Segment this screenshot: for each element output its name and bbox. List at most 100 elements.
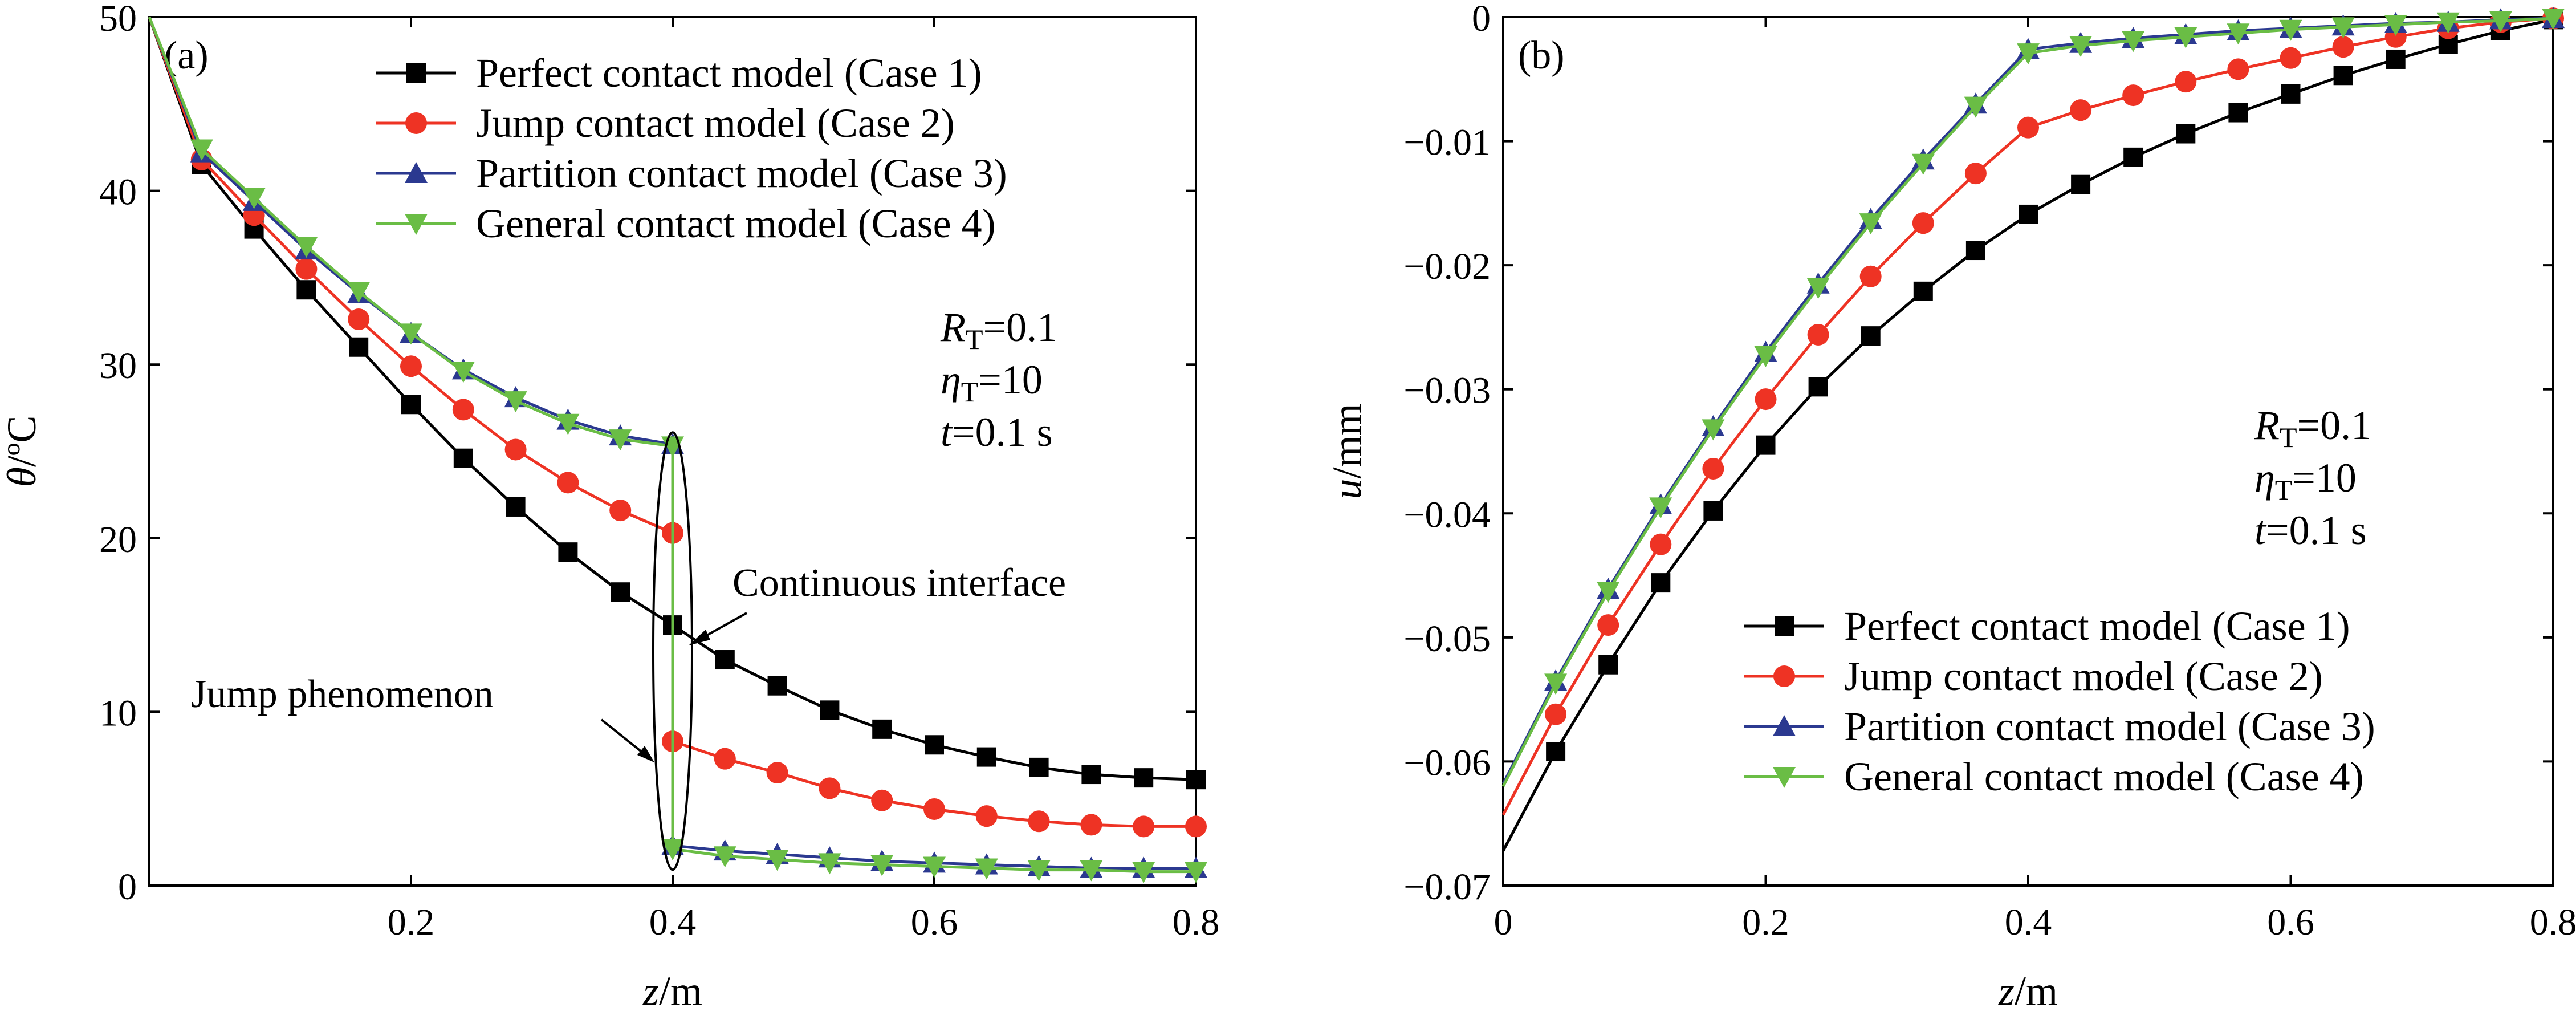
series-1-point xyxy=(1651,573,1671,593)
series-2-point xyxy=(400,355,422,377)
series-4-point xyxy=(2384,15,2407,36)
series-1-point xyxy=(2333,66,2353,86)
series-1-point xyxy=(2071,174,2091,194)
series-2-point xyxy=(557,472,579,494)
legend-label: General contact model (Case 4) xyxy=(1844,754,2364,799)
param-text: ηT=10 xyxy=(2254,455,2357,506)
series-4-point xyxy=(713,846,736,868)
series-1-point xyxy=(976,747,996,767)
legend-label: Jump contact model (Case 2) xyxy=(1844,653,2323,699)
series-4-point xyxy=(451,362,475,383)
series-2-point xyxy=(1912,212,1934,234)
series-2-point xyxy=(975,805,998,827)
series-1-point xyxy=(2228,103,2248,123)
series-2-point xyxy=(1650,533,1672,555)
x-tick-label: 0.6 xyxy=(911,902,958,943)
annotation-jump-phenomenon: Jump phenomenon xyxy=(191,672,494,716)
y-tick-label: −0.02 xyxy=(1403,246,1491,287)
series-4-point xyxy=(766,850,789,871)
series-1-point xyxy=(401,395,421,415)
legend-label: General contact model (Case 4) xyxy=(476,201,996,246)
y-tick-label: −0.03 xyxy=(1403,370,1491,412)
series-2-point xyxy=(2122,84,2144,107)
series-4-point xyxy=(295,237,318,258)
annotation-arrowhead xyxy=(689,630,710,645)
param-text: RT=0.1 xyxy=(2254,403,2371,453)
series-2-point xyxy=(295,258,318,280)
y-axis-label: u/mm xyxy=(1324,403,1370,499)
series-1-point xyxy=(2281,84,2301,104)
x-tick-label: 0.8 xyxy=(1173,902,1220,943)
series-1-point xyxy=(349,337,369,357)
series-4-point xyxy=(2122,31,2145,52)
series-4-point xyxy=(870,855,894,876)
series-4-point xyxy=(1185,862,1207,883)
x-tick-label: 0.6 xyxy=(2267,902,2314,943)
series-4-point xyxy=(1702,419,1725,441)
series-4-point xyxy=(609,429,632,451)
series-1-point xyxy=(767,676,787,696)
series-4-point xyxy=(2331,17,2355,39)
series-4-point xyxy=(1544,673,1568,695)
series-1-point xyxy=(872,719,892,739)
series-line-4 xyxy=(148,17,1196,874)
series-1-point xyxy=(1081,765,1101,785)
series-4-point xyxy=(347,282,371,303)
series-1-point xyxy=(1546,742,1566,762)
series-1-point xyxy=(1134,768,1154,788)
series-2-point xyxy=(1185,815,1207,838)
series-2-point xyxy=(2332,36,2354,58)
series-1-point xyxy=(1598,655,1618,675)
series-2-point xyxy=(504,438,527,461)
legend-marker xyxy=(405,162,428,183)
param-text: RT=0.1 xyxy=(940,304,1057,355)
y-tick-label: −0.07 xyxy=(1403,866,1491,908)
series-2-point xyxy=(2017,116,2039,139)
series-4-point xyxy=(556,413,580,435)
series-4-point xyxy=(1911,153,1935,175)
legend-marker xyxy=(1773,665,1795,687)
series-4-point xyxy=(2227,23,2250,45)
series-1-point xyxy=(558,542,578,562)
series-2-point xyxy=(2280,47,2302,69)
y-tick-label: −0.04 xyxy=(1403,494,1491,535)
y-tick-label: 40 xyxy=(99,172,137,213)
legend-marker xyxy=(1773,767,1796,788)
legend-marker xyxy=(1773,715,1796,736)
series-2-point xyxy=(2227,58,2249,80)
series-4-point xyxy=(400,323,422,345)
param-text: t=0.1 s xyxy=(2254,507,2367,553)
series-4-point xyxy=(2017,43,2040,65)
series-1-point xyxy=(1029,757,1049,777)
x-tick-label: 0 xyxy=(1494,902,1513,943)
series-4-point xyxy=(818,853,841,875)
series-4-point xyxy=(504,391,527,413)
legend-label: Perfect contact model (Case 1) xyxy=(1844,603,2350,649)
x-tick-label: 0.4 xyxy=(2005,902,2052,943)
series-1-point xyxy=(1808,377,1828,397)
series-2-point xyxy=(1080,814,1102,836)
series-4-point xyxy=(2069,36,2093,58)
series-4-point xyxy=(2542,9,2565,30)
x-tick-label: 0.8 xyxy=(2530,902,2576,943)
annotation-arrowhead xyxy=(637,746,654,762)
y-tick-label: 20 xyxy=(99,519,137,561)
series-4-point xyxy=(2436,12,2460,34)
series-1-point xyxy=(1965,241,1985,261)
series-1-point xyxy=(1703,501,1723,521)
series-4-point xyxy=(190,139,213,161)
series-2-point xyxy=(2070,99,2092,121)
chart-b-displacement: 0 0.2 0.4 0.6 0.8 0 −0.01 −0.02 −0.03 −0.04 −0.05 −… xyxy=(1324,0,2576,1011)
param-text: t=0.1 s xyxy=(941,409,1053,455)
annotation-continuous-interface: Continuous interface xyxy=(732,561,1066,605)
legend-marker xyxy=(406,63,426,83)
legend-marker xyxy=(405,112,427,134)
series-1-point xyxy=(296,280,316,300)
series-4-point xyxy=(2174,27,2197,48)
y-axis-label: θ/ºC xyxy=(0,416,44,488)
legend-label: Jump contact model (Case 2) xyxy=(476,100,955,146)
series-4-point xyxy=(1964,96,1987,118)
interface-ellipse xyxy=(652,431,693,871)
panel-label: (b) xyxy=(1518,34,1565,78)
